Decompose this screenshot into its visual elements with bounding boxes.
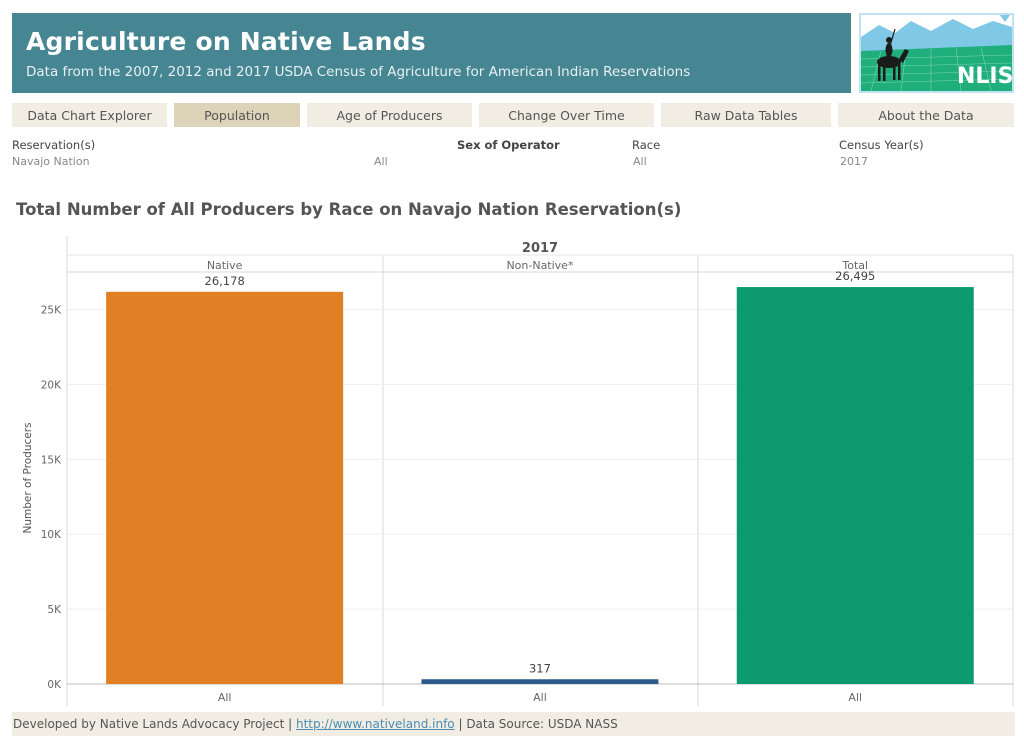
footer-prefix: Developed by Native Lands Advocacy Proje… — [13, 717, 296, 731]
data-label: 317 — [529, 661, 551, 675]
category-header: Total — [841, 259, 868, 272]
chart-frame: 2017 Number of Producers — [22, 236, 1014, 706]
nav-age-of-producers[interactable]: Age of Producers — [307, 103, 472, 127]
bar-0[interactable] — [106, 291, 344, 684]
filter-census-year-label: Census Year(s) — [839, 138, 924, 152]
y-tick-label: 15K — [41, 454, 62, 466]
nav-raw-data-tables[interactable]: Raw Data Tables — [661, 103, 831, 127]
column-header-year: 2017 — [522, 241, 558, 256]
filter-race-label: Race — [632, 138, 661, 152]
y-axis-title: Number of Producers — [22, 423, 34, 534]
bar-1[interactable] — [421, 679, 659, 684]
filter-race-value[interactable]: All — [633, 155, 647, 168]
nav-population[interactable]: Population — [174, 103, 300, 127]
x-tick-label: All — [533, 691, 547, 704]
y-tick-label: 5K — [47, 604, 62, 616]
category-header: Native — [207, 259, 243, 272]
footer-link[interactable]: http://www.nativeland.info — [296, 717, 455, 731]
chart-title: Total Number of All Producers by Race on… — [16, 200, 682, 219]
nav-about-the-data[interactable]: About the Data — [838, 103, 1014, 127]
nav-data-chart-explorer[interactable]: Data Chart Explorer — [12, 103, 167, 127]
data-label: 26,178 — [205, 274, 245, 288]
filter-reservation-value[interactable]: Navajo Nation — [12, 155, 90, 168]
filter-reservation-label: Reservation(s) — [12, 138, 96, 152]
nlis-logo-graphic: NLIS — [861, 15, 1012, 91]
nav-change-over-time[interactable]: Change Over Time — [479, 103, 654, 127]
filter-census-year-value[interactable]: 2017 — [840, 155, 868, 168]
data-label: 26,495 — [835, 269, 875, 283]
bar-2[interactable] — [736, 287, 974, 684]
category-header: Non-Native* — [506, 259, 574, 272]
page-title: Agriculture on Native Lands — [26, 27, 426, 56]
y-tick-label: 25K — [41, 304, 62, 316]
filter-sex-label: Sex of Operator — [457, 138, 560, 152]
x-tick-label: All — [848, 691, 862, 704]
filter-sex-value[interactable]: All — [374, 155, 388, 168]
page-subtitle: Data from the 2007, 2012 and 2017 USDA C… — [26, 64, 691, 80]
horse-rider-icon — [877, 28, 909, 81]
x-tick-label: All — [218, 691, 232, 704]
footer: Developed by Native Lands Advocacy Proje… — [12, 712, 1015, 736]
y-tick-label: 10K — [41, 529, 62, 541]
footer-suffix: | Data Source: USDA NASS — [454, 717, 618, 731]
nlis-logo: NLIS — [859, 13, 1014, 93]
logo-text: NLIS — [957, 64, 1012, 89]
y-tick-label: 0K — [47, 679, 62, 691]
y-tick-label: 20K — [41, 379, 62, 391]
header-banner: Agriculture on Native Lands Data from th… — [12, 13, 851, 93]
